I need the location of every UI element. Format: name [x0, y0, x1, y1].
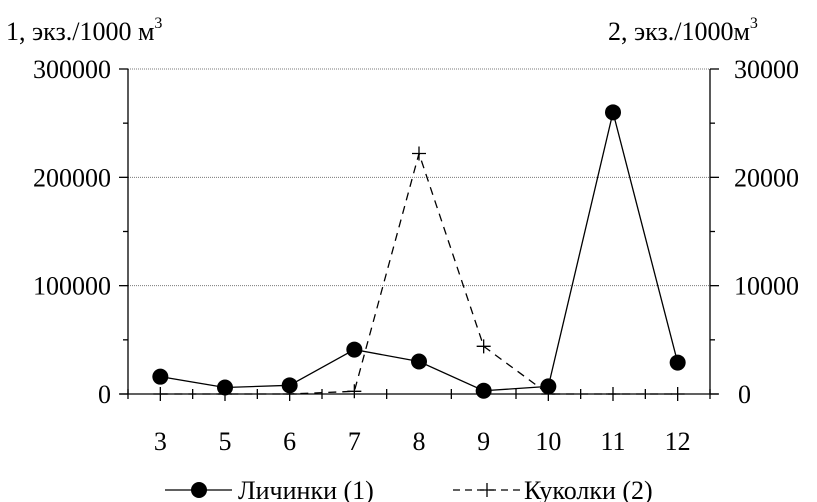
larvae-point [411, 353, 427, 370]
axis-title-right-sup: 3 [750, 15, 758, 32]
y-right-tick-label: 0 [738, 380, 751, 409]
series-pupae [153, 146, 685, 401]
x-tick-label: 8 [413, 427, 426, 456]
axis-title-right: 2, экз./1000м3 [608, 15, 758, 46]
legend: Личинки (1) Куколки (2) [165, 476, 653, 502]
pupae-point [476, 339, 491, 354]
x-tick-label: 5 [219, 427, 232, 456]
series-larvae [152, 104, 686, 399]
larvae-point [475, 382, 492, 399]
svg-text:2, экз./1000м3: 2, экз./1000м3 [608, 15, 758, 46]
gridlines [128, 68, 710, 287]
axes [120, 69, 718, 395]
larvae-point [152, 368, 169, 385]
pupae-point [153, 387, 168, 401]
svg-text:1, экз./1000 м3: 1, экз./1000 м3 [6, 15, 162, 46]
y-right-ticks: 0 10000 20000 30000 [710, 55, 799, 409]
legend-pupae-label: Куколки (2) [524, 476, 653, 502]
axis-title-left-sup: 3 [154, 15, 162, 32]
y-right-tick-label: 10000 [734, 272, 799, 301]
y-left-tick-label: 100000 [33, 272, 111, 301]
larvae-point [346, 341, 363, 358]
y-right-tick-label: 30000 [734, 55, 799, 84]
larvae-point [605, 104, 621, 121]
x-tick-label: 12 [665, 427, 691, 456]
legend-larvae-marker [191, 482, 207, 498]
x-tick-label: 6 [283, 427, 296, 456]
x-ticks: 3 5 6 7 8 9 10 11 12 [127, 389, 711, 456]
legend-item-larvae: Личинки (1) [165, 476, 374, 502]
legend-pupae-marker [480, 483, 494, 497]
y-left-tick-label: 200000 [33, 163, 111, 192]
y-left-tick-label: 300000 [33, 55, 111, 84]
x-tick-label: 9 [477, 427, 490, 456]
legend-larvae-label: Личинки (1) [238, 476, 374, 502]
pupae-point [412, 146, 426, 161]
x-tick-label: 3 [154, 427, 167, 456]
pupae-point [606, 387, 620, 401]
axis-title-left-text: 1, экз./1000 м [6, 17, 154, 46]
axis-title-right-text: 2, экз./1000м [608, 17, 750, 46]
larvae-point [669, 354, 686, 371]
axis-title-left: 1, экз./1000 м3 [6, 15, 162, 46]
y-left-ticks: 0 100000 200000 300000 [33, 55, 128, 409]
larvae-point [281, 377, 298, 394]
legend-item-pupae: Куколки (2) [453, 476, 653, 502]
larvae-point [217, 379, 233, 396]
pupae-point [670, 387, 685, 401]
x-tick-label: 10 [535, 427, 561, 456]
y-left-tick-label: 0 [98, 380, 111, 409]
x-tick-label: 7 [348, 427, 361, 456]
larvae-point [540, 378, 557, 395]
y-right-tick-label: 20000 [734, 163, 799, 192]
x-tick-label: 11 [600, 427, 625, 456]
pupae-point [347, 384, 362, 399]
